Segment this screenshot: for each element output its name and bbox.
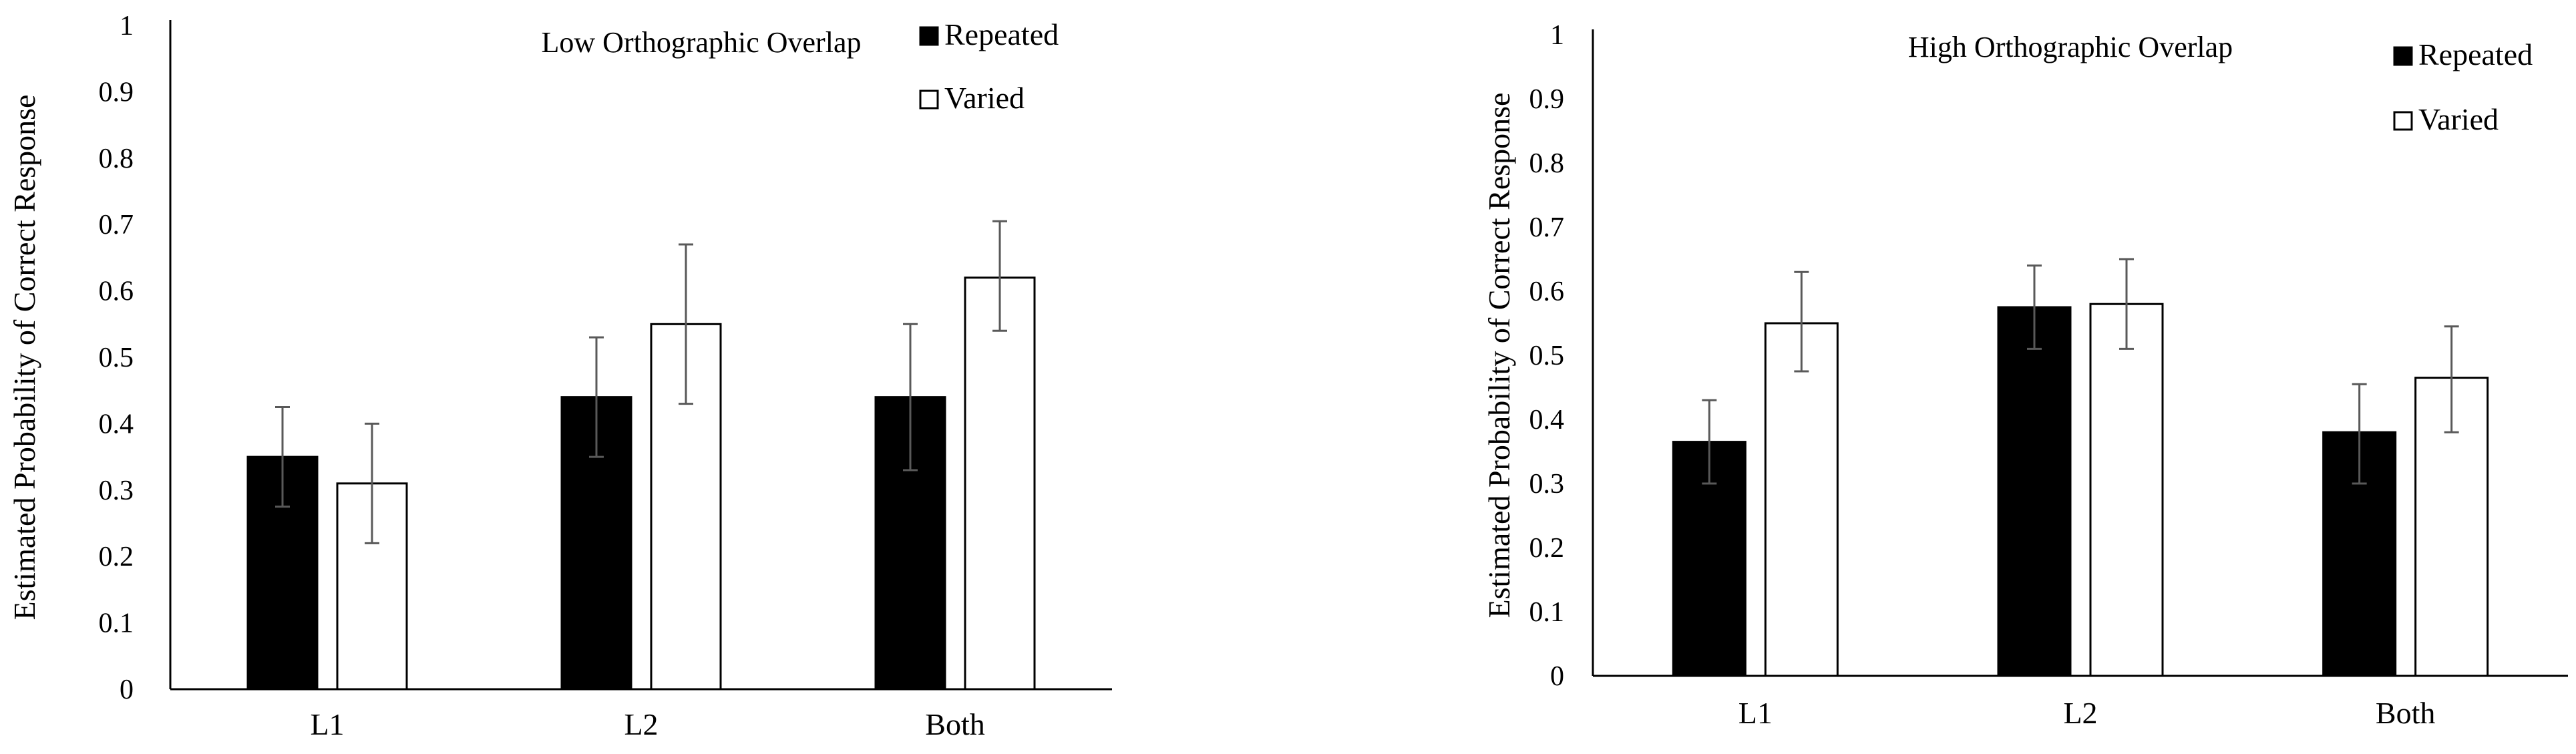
y-tick-label: 0.4: [1529, 405, 1565, 435]
error-bar: [2352, 383, 2367, 485]
y-tick-label: 0.9: [1529, 84, 1565, 115]
y-tick-label: 0.8: [1529, 148, 1565, 179]
legend-item-repeated: Repeated: [919, 17, 1059, 51]
y-tick-label: 1: [120, 11, 134, 41]
y-tick-label: 0.2: [99, 542, 134, 572]
y-tick-label: 0.4: [99, 409, 134, 439]
legend-swatch: [919, 89, 939, 110]
y-tick-label: 0.3: [99, 476, 134, 506]
y-tick-label: 0: [1550, 661, 1564, 692]
error-bar: [589, 336, 604, 458]
x-tick-label: L2: [2063, 696, 2097, 730]
bar-varied-l1: [1764, 322, 1839, 677]
bar-repeated-l2: [1997, 306, 2072, 677]
chart-title: High Orthographic Overlap: [1908, 31, 2233, 63]
error-bar: [1794, 270, 1809, 373]
legend-label: Repeated: [944, 17, 1059, 51]
y-tick-label: 0.8: [99, 144, 134, 174]
chart-title: Low Orthographic Overlap: [542, 26, 862, 59]
y-axis-label: Estimated Probability of Correct Respons…: [1482, 93, 1516, 618]
y-tick-label: 0.3: [1529, 469, 1565, 500]
y-tick-label: 0.7: [1529, 212, 1565, 243]
x-tick-label: L1: [1738, 696, 1773, 730]
legend-item-repeated: Repeated: [2393, 37, 2533, 71]
legend-swatch: [2393, 46, 2413, 66]
error-bar: [365, 422, 379, 544]
y-tick-label: 1: [1550, 20, 1564, 51]
x-tick-label: L1: [310, 707, 344, 741]
error-bar: [679, 243, 693, 405]
error-bar: [903, 323, 918, 472]
bar-varied-l1: [336, 482, 408, 691]
y-tick-label: 0.9: [99, 77, 134, 108]
bar-varied-both: [964, 276, 1036, 691]
error-bar: [275, 406, 290, 508]
x-tick-label: L2: [624, 707, 658, 741]
legend-swatch: [2393, 111, 2413, 131]
chart-high-overlap: 0 0.1 0.2 0.3 0.4 0.5 0.6 0.7 0.8 0.9 1 Estimated P…: [1482, 20, 2568, 730]
x-tick-label: Both: [2376, 696, 2435, 730]
legend-item-varied: Varied: [919, 81, 1025, 115]
y-tick-label: 0.5: [99, 343, 134, 373]
y-tick-label: 0.2: [1529, 533, 1565, 564]
error-bar: [992, 220, 1007, 332]
legend-label: Varied: [944, 81, 1025, 115]
legend-label: Repeated: [2418, 37, 2533, 71]
y-tick-label: 0: [120, 675, 134, 705]
y-tick-label: 0.7: [99, 210, 134, 240]
x-tick-label: Both: [925, 707, 984, 741]
y-tick-label: 0.6: [1529, 276, 1565, 307]
y-tick-label: 0.1: [1529, 597, 1565, 628]
y-axis-label: Estimated Probability of Correct Respons…: [7, 95, 41, 620]
y-tick-label: 0.5: [1529, 341, 1565, 371]
bar-varied-l2: [2089, 303, 2164, 677]
error-bar: [2027, 264, 2042, 350]
y-tick-label: 0.6: [99, 276, 134, 307]
legend-swatch: [919, 26, 939, 46]
error-bar: [2444, 325, 2459, 433]
y-tick-label: 0.1: [99, 608, 134, 639]
legend-item-varied: Varied: [2393, 102, 2499, 136]
error-bar: [2119, 258, 2134, 350]
chart-low-overlap: 0 0.1 0.2 0.3 0.4 0.5 0.6 0.7 0.8 0.9 1 Estimated P…: [7, 11, 1112, 741]
error-bar: [1702, 399, 1717, 485]
legend-label: Varied: [2418, 102, 2499, 136]
